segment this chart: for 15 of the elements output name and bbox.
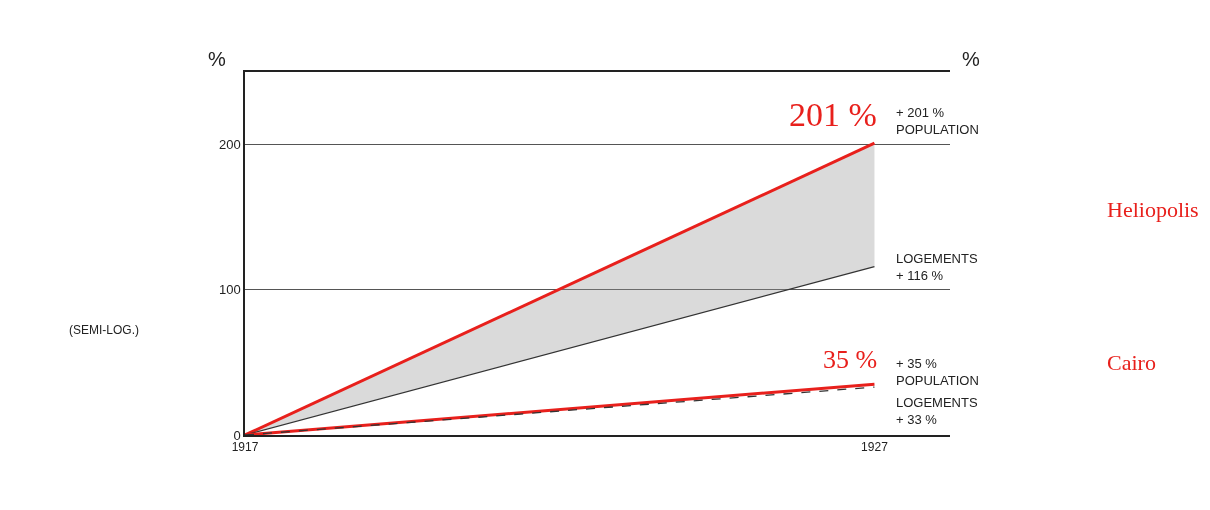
y-tick-label: 200 [218,137,241,153]
x-tick-label: 1917 [231,440,259,455]
y-tick-label: 0 [233,427,241,443]
x-tick-label: 1927 [861,440,889,455]
annotation: + 201 % POPULATION [896,105,979,137]
text: (SEMI-LOG.) [69,323,140,337]
annotation: + 35 % POPULATION [896,356,979,388]
annotation: LOGEMENTS + 116 % [896,251,978,283]
y-tick-label: 100 [218,282,241,298]
text: Cairo [1107,350,1156,375]
y2-axis-title: % [962,48,980,70]
annotation: 201 % [789,96,877,133]
annotation: LOGEMENTS + 33 % [896,395,978,427]
y-axis-title: % [208,48,226,70]
text: Heliopolis [1107,197,1199,222]
